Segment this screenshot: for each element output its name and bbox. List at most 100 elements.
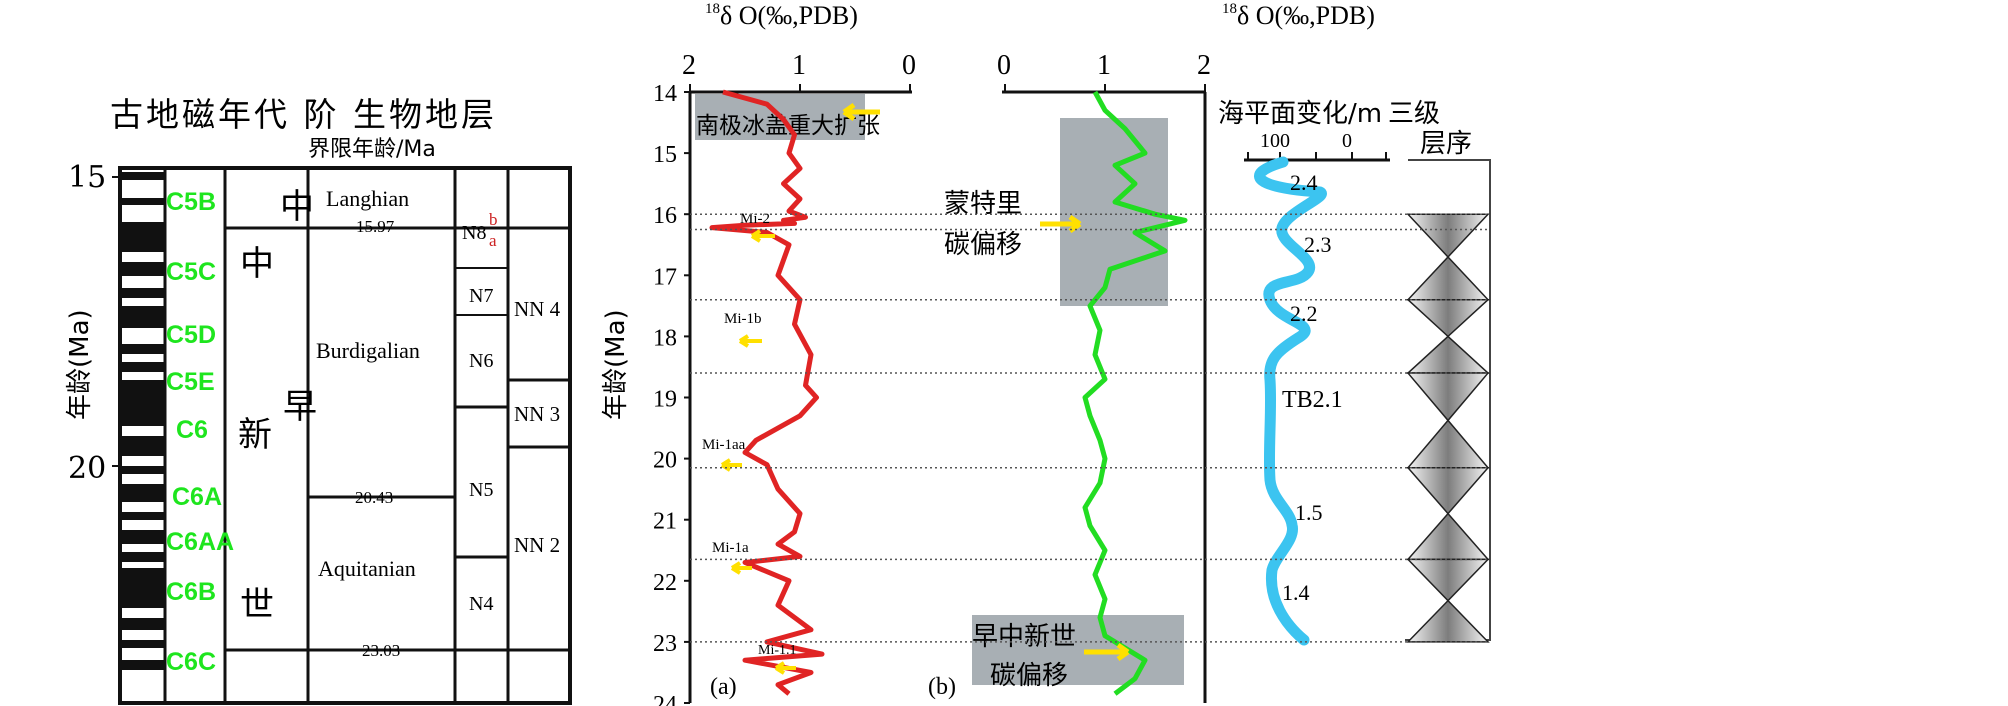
sequence-hourglasses xyxy=(1406,213,1490,643)
panel-a-axis-title-sup: 18 xyxy=(705,1,720,17)
sequence-triangle-down xyxy=(1406,558,1490,602)
panel-a-y-tick-label: 14 xyxy=(653,81,677,107)
nanno-zone: NN 4 xyxy=(514,297,561,321)
foram-subzone-b: b xyxy=(489,210,498,229)
epoch-middle: 中 xyxy=(240,244,274,284)
sea-level-seq-label: 1.4 xyxy=(1282,580,1310,605)
sea-level-seq-label: TB2.1 xyxy=(1282,387,1343,413)
nanno-zone: NN 2 xyxy=(514,533,560,557)
sea-level-seq-label: 2.2 xyxy=(1290,301,1318,326)
svg-text:Mi-1aa: Mi-1aa xyxy=(702,437,746,453)
panel-a-y-tick-label: 18 xyxy=(653,325,677,351)
sea-level-title: 海平面变化/m xyxy=(1218,99,1382,129)
strat-column-frame xyxy=(118,166,572,705)
svg-text:Mi-1b: Mi-1b xyxy=(724,311,762,327)
foram-zone: N6 xyxy=(469,350,493,372)
monterey-label-line2: 碳偏移 xyxy=(944,230,1022,260)
age-tick-20: 20 xyxy=(68,451,106,486)
stage-boundary-age: 23.03 xyxy=(362,641,400,660)
sequence-triangle-up xyxy=(1406,255,1490,301)
panel-b-x-tick-label: 1 xyxy=(1097,50,1111,81)
sea-level-tick: 100 xyxy=(1260,130,1290,152)
stage-boundary-age: 15.97 xyxy=(356,217,395,236)
panel-a-y-ticks: 14 15 16 17 18 19 20 21 22 23 24 xyxy=(653,81,690,706)
epoch-early: 早 xyxy=(283,387,317,427)
stage-burdigalian: Burdigalian xyxy=(316,338,420,363)
panel-a-y-axis-label: 年龄(Ma) xyxy=(601,309,631,420)
panel-b-x-tick-label: 0 xyxy=(997,50,1011,81)
panel-a-y-tick-label: 16 xyxy=(653,203,677,229)
panel-a-x-tick-label: 0 xyxy=(902,50,916,81)
early-miocene-arrow xyxy=(1084,642,1130,662)
event-mi-1b: Mi-1b xyxy=(724,311,762,348)
svg-text:Mi-1.1: Mi-1.1 xyxy=(758,643,797,658)
epoch-xin: 新 xyxy=(238,415,272,455)
svg-text:Mi-1a: Mi-1a xyxy=(712,540,749,556)
sea-level-seq-label: 1.5 xyxy=(1295,500,1323,525)
event-mi-1-1: Mi-1.1 xyxy=(758,643,797,675)
monterey-label-line1: 蒙特里 xyxy=(944,189,1022,219)
panel-b-axis-title: δ O(‰,PDB) xyxy=(1237,1,1375,30)
magnetic-polarity-column xyxy=(122,172,165,670)
sea-level-seq-label: 2.4 xyxy=(1290,170,1318,195)
foram-zone: N5 xyxy=(469,479,493,501)
boundary-age-subtitle: 界限年龄/Ma xyxy=(308,137,436,162)
sea-level-axis xyxy=(1244,152,1390,162)
early-miocene-label-line2: 碳偏移 xyxy=(990,661,1068,691)
panel-b-axis-title-sup: 18 xyxy=(1222,1,1237,17)
stage-langhian: Langhian xyxy=(326,186,409,211)
nanno-zone: NN 3 xyxy=(514,402,560,426)
chron-label: C6C xyxy=(166,648,216,676)
sea-level-seq-label: 2.3 xyxy=(1304,232,1332,257)
sequence-triangle-down xyxy=(1406,467,1490,515)
left-age-axis-label: 年龄(Ma) xyxy=(65,309,95,420)
chron-label: C5C xyxy=(166,258,216,286)
chron-label: C6AA xyxy=(166,528,234,556)
epoch-middle-top: 中 xyxy=(280,187,314,227)
epoch-shi: 世 xyxy=(240,585,274,625)
panel-b-label: (b) xyxy=(928,674,956,700)
panel-b-x-ticks: 0 1 2 xyxy=(997,50,1211,92)
sequence-triangle-up xyxy=(1406,419,1490,469)
ice-sheet-arrow xyxy=(842,102,880,122)
panel-a-x-ticks: 2 1 0 xyxy=(682,50,916,92)
early-miocene-label-line1: 早中新世 xyxy=(972,622,1076,652)
chron-label: C6 xyxy=(176,416,208,444)
panel-a-y-tick-label: 23 xyxy=(653,631,677,657)
sequence-triangle-down xyxy=(1406,372,1490,422)
event-mi-1a: Mi-1a xyxy=(712,540,752,575)
sea-level-tick: 0 xyxy=(1342,130,1352,152)
early-miocene-box xyxy=(972,615,1184,685)
panel-b-x-tick-label: 2 xyxy=(1197,50,1211,81)
chron-label: C5D xyxy=(166,321,216,349)
panel-a-x-tick-label: 1 xyxy=(792,50,806,81)
chron-label: C5E xyxy=(166,368,215,396)
panel-a-label: (a) xyxy=(710,674,737,700)
age-tick-15: 15 xyxy=(68,160,106,195)
d18o-curve-b xyxy=(1082,90,1188,696)
foram-zone: N7 xyxy=(469,285,493,307)
left-column-title: 古地磁年代 阶 生物地层 xyxy=(110,95,497,134)
d18o-curve-a xyxy=(709,89,825,696)
sea-level-curve xyxy=(1254,156,1327,646)
svg-text:Mi-2: Mi-2 xyxy=(740,211,770,227)
event-mi-2: Mi-2 xyxy=(740,211,775,243)
panel-a-axis-title: δ O(‰,PDB) xyxy=(720,1,858,30)
sequence-title-line1: 三级 xyxy=(1388,99,1440,129)
panel-a-y-tick-label: 21 xyxy=(653,509,677,535)
foram-zone: N8 xyxy=(462,222,486,244)
sequence-triangle-up xyxy=(1406,335,1490,374)
chron-label: C5B xyxy=(166,188,216,216)
foram-zone: N4 xyxy=(469,593,493,615)
stage-aquitanian: Aquitanian xyxy=(318,556,416,581)
sequence-triangle-down xyxy=(1406,213,1490,259)
panel-a-y-tick-label: 24 xyxy=(653,692,677,706)
sequence-triangle-up xyxy=(1406,512,1490,561)
panel-a-y-tick-label: 20 xyxy=(653,448,677,474)
panel-a-y-tick-label: 15 xyxy=(653,142,677,168)
chron-label: C6B xyxy=(166,578,216,606)
sequence-triangle-up xyxy=(1406,599,1490,643)
panel-a-y-tick-label: 19 xyxy=(653,387,677,413)
chron-label: C6A xyxy=(172,483,222,511)
